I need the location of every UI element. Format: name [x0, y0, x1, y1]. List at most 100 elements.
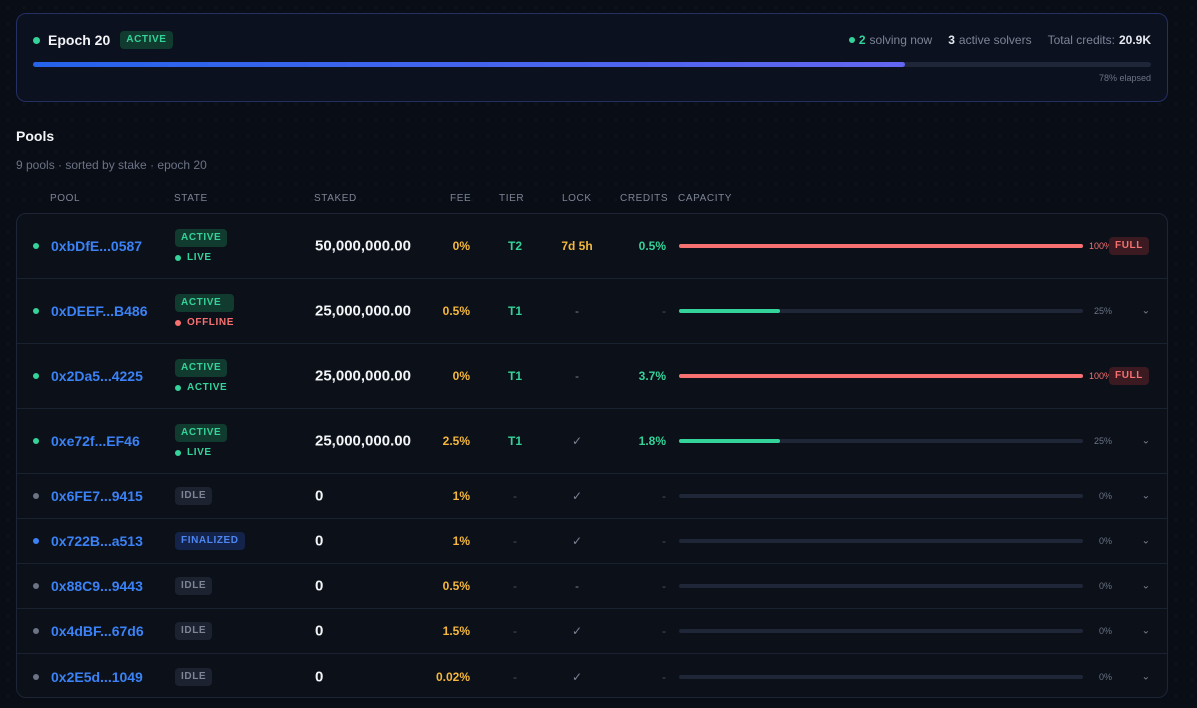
pool-staked: 0 — [315, 532, 324, 550]
pool-status-dot — [33, 373, 39, 379]
pool-substate-dot — [175, 254, 181, 261]
solving-count: 2 — [858, 33, 866, 47]
pool-state: ACTIVE OFFLINE — [175, 294, 234, 328]
pool-status-dot — [33, 538, 39, 544]
pool-address-link[interactable]: 0x4dBF...67d6 — [51, 623, 144, 639]
pool-row[interactable]: 0x88C9...9443 IDLE 0 0.5% - - - 0% ⌄ — [17, 564, 1167, 609]
solving-now-stat: 2 solving now — [848, 33, 932, 47]
pool-substate: OFFLINE — [175, 317, 234, 328]
pool-credits: 3.7% — [638, 369, 666, 383]
pool-status-dot — [33, 243, 39, 249]
pool-lock: - — [575, 579, 579, 593]
pool-state-badge: FINALIZED — [175, 532, 245, 550]
pool-staked: 25,000,000.00 — [315, 432, 411, 450]
pool-full-badge: FULL — [1109, 367, 1149, 385]
pool-row[interactable]: 0x6FE7...9415 IDLE 0 1% - ✓ - 0% ⌄ — [17, 474, 1167, 519]
pool-capacity-bar — [679, 244, 1083, 248]
pool-row[interactable]: 0x722B...a513 FINALIZED 0 1% - ✓ - 0% ⌄ — [17, 519, 1167, 564]
pool-state-badge: ACTIVE — [175, 294, 234, 312]
active-solvers-stat: 3 active solvers — [948, 33, 1031, 47]
pool-credits: - — [662, 304, 666, 318]
pool-capacity-label: 0% — [1098, 536, 1112, 546]
pool-address-link[interactable]: 0xDEEF...B486 — [51, 303, 148, 319]
credits-label: Total credits: — [1047, 33, 1115, 47]
pool-address-link[interactable]: 0x2E5d...1049 — [51, 668, 143, 685]
expand-chevron-icon[interactable]: ⌄ — [1141, 435, 1150, 447]
pool-address-link[interactable]: 0x6FE7...9415 — [51, 488, 143, 504]
pool-state-badge: IDLE — [175, 622, 213, 640]
expand-chevron-icon[interactable]: ⌄ — [1141, 305, 1150, 317]
pool-state-badge: ACTIVE — [175, 424, 228, 442]
pool-row[interactable]: 0xe72f...EF46 ACTIVE LIVE 25,000,000.00 … — [17, 409, 1167, 474]
pool-tier: T1 — [507, 434, 522, 448]
pool-address-link[interactable]: 0x88C9...9443 — [51, 578, 143, 594]
pool-tier: - — [513, 489, 517, 503]
epoch-title: Epoch 20 — [48, 32, 111, 48]
pool-capacity-label: 0% — [1098, 671, 1112, 682]
pool-row[interactable]: 0xDEEF...B486 ACTIVE OFFLINE 25,000,000.… — [17, 279, 1167, 344]
pool-substate-dot — [175, 384, 181, 391]
pool-fee: 0.5% — [442, 579, 470, 593]
pool-capacity-fill — [679, 244, 1083, 248]
pool-staked: 0 — [315, 668, 324, 685]
expand-chevron-icon[interactable]: ⌄ — [1141, 490, 1150, 502]
pool-state: IDLE — [175, 667, 213, 686]
pool-staked: 0 — [315, 622, 324, 640]
pool-address-link[interactable]: 0x2Da5...4225 — [51, 368, 143, 384]
column-header-credits[interactable]: CREDITS — [620, 193, 669, 204]
pool-fee: 0% — [452, 369, 470, 383]
pool-fee: 1.5% — [442, 624, 470, 638]
total-credits-stat: Total credits: 20.9K — [1048, 33, 1151, 47]
pool-status-dot — [33, 583, 39, 589]
pools-title: Pools — [16, 128, 55, 144]
column-header-staked[interactable]: STAKED — [314, 193, 357, 204]
column-header-fee[interactable]: FEE — [450, 193, 472, 204]
pool-row[interactable]: 0x2E5d...1049 IDLE 0 0.02% - ✓ - 0% ⌄ — [17, 654, 1167, 697]
pool-state: FINALIZED — [175, 532, 245, 550]
epoch-status-dot — [33, 36, 40, 44]
epoch-stats: 2 solving now 3 active solvers Total cre… — [848, 33, 1151, 47]
expand-chevron-icon[interactable]: ⌄ — [1141, 580, 1150, 592]
expand-chevron-icon[interactable]: ⌄ — [1141, 625, 1150, 637]
pool-staked: 50,000,000.00 — [315, 237, 411, 255]
pool-full-badge: FULL — [1109, 237, 1149, 255]
pool-lock-check-icon: ✓ — [571, 624, 583, 638]
column-header-pool[interactable]: POOL — [50, 193, 81, 204]
pool-state: IDLE — [175, 487, 213, 505]
pool-status-dot — [33, 493, 39, 499]
pool-row[interactable]: 0x2Da5...4225 ACTIVE ACTIVE 25,000,000.0… — [17, 344, 1167, 409]
column-header-tier[interactable]: TIER — [499, 193, 525, 204]
expand-chevron-icon[interactable]: ⌄ — [1141, 671, 1150, 682]
column-header-state[interactable]: STATE — [174, 193, 208, 204]
pool-tier: T2 — [507, 239, 522, 253]
pool-row[interactable]: 0xbDfE...0587 ACTIVE LIVE 50,000,000.00 … — [17, 214, 1167, 279]
pool-fee: 0.02% — [435, 669, 470, 684]
column-header-capacity[interactable]: CAPACITY — [678, 193, 733, 204]
pool-state-badge: ACTIVE — [175, 229, 228, 247]
pool-row[interactable]: 0x4dBF...67d6 IDLE 0 1.5% - ✓ - 0% ⌄ — [17, 609, 1167, 654]
pool-capacity-label: 100% — [1088, 371, 1112, 381]
pool-state: ACTIVE ACTIVE — [175, 359, 228, 393]
column-header-lock[interactable]: LOCK — [562, 193, 592, 204]
pool-capacity-label: 25% — [1093, 436, 1112, 446]
epoch-status-badge: ACTIVE — [120, 31, 173, 49]
pool-substate: ACTIVE — [175, 382, 227, 393]
pool-substate: LIVE — [175, 447, 227, 458]
pool-staked: 0 — [315, 487, 324, 505]
pool-capacity-bar — [679, 494, 1083, 498]
pool-capacity-bar — [679, 374, 1083, 378]
expand-chevron-icon[interactable]: ⌄ — [1141, 535, 1150, 547]
epoch-card: Epoch 20 ACTIVE 2 solving now 3 active s… — [16, 13, 1168, 102]
pool-address-link[interactable]: 0xe72f...EF46 — [51, 433, 140, 449]
epoch-elapsed-label: 78% elapsed — [1098, 73, 1151, 83]
pool-capacity-label: 25% — [1093, 306, 1112, 316]
pool-fee: 1% — [452, 489, 470, 503]
pool-capacity-bar — [679, 584, 1083, 588]
pool-address-link[interactable]: 0xbDfE...0587 — [51, 238, 143, 254]
pool-address-link[interactable]: 0x722B...a513 — [51, 533, 143, 549]
pool-capacity-bar — [679, 674, 1083, 679]
pool-capacity-label: 100% — [1088, 241, 1112, 251]
pool-tier: - — [513, 669, 517, 684]
solvers-label: active solvers — [958, 33, 1032, 47]
pool-lock-check-icon: ✓ — [571, 434, 583, 448]
